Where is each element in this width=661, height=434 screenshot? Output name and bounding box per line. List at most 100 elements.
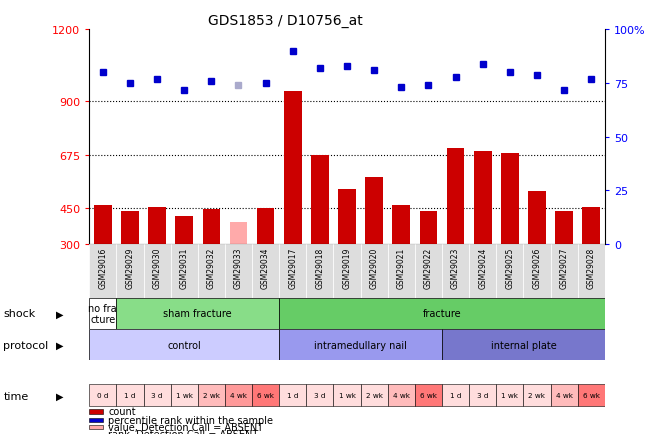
Bar [252,384,279,406]
Bar [474,151,492,244]
Bar [89,432,103,434]
Text: 3 d: 3 d [151,392,163,398]
Bar [94,206,112,244]
Bar [279,244,306,298]
Text: 4 wk: 4 wk [230,392,247,398]
Text: 3 d: 3 d [314,392,326,398]
Text: GSM29032: GSM29032 [207,247,216,289]
Bar [279,298,605,329]
Bar [225,384,252,406]
Text: ▶: ▶ [56,340,63,350]
Text: 0 d: 0 d [97,392,108,398]
Bar [578,244,605,298]
Bar [420,211,438,244]
Bar [333,244,361,298]
Text: percentile rank within the sample: percentile rank within the sample [108,415,273,425]
Text: GSM29026: GSM29026 [533,247,541,289]
Bar [252,244,279,298]
Text: 6 wk: 6 wk [583,392,600,398]
Bar [116,298,279,329]
Bar [89,384,116,406]
Bar [225,244,252,298]
Text: time: time [3,391,28,401]
Text: 6 wk: 6 wk [420,392,437,398]
Bar [256,209,274,244]
Bar [442,329,605,361]
Bar [366,178,383,244]
Text: count: count [108,406,136,416]
Text: GSM29019: GSM29019 [342,247,352,289]
Bar [306,384,333,406]
Text: 1 d: 1 d [450,392,461,398]
Bar [121,211,139,244]
Bar [447,149,465,244]
Bar [415,244,442,298]
Text: GSM29016: GSM29016 [98,247,107,289]
Bar [361,244,388,298]
Bar [528,192,546,244]
Text: GSM29031: GSM29031 [180,247,188,289]
Bar [89,329,279,361]
Text: internal plate: internal plate [490,340,557,350]
Text: GSM29024: GSM29024 [478,247,487,289]
Bar [116,384,143,406]
Text: GSM29033: GSM29033 [234,247,243,289]
Bar [89,298,116,329]
Text: 2 wk: 2 wk [529,392,545,398]
Bar [496,244,524,298]
Bar [171,244,198,298]
Bar [116,244,143,298]
Bar [171,384,198,406]
Bar [555,211,573,244]
Bar [143,384,171,406]
Bar [333,384,361,406]
Text: GSM29018: GSM29018 [315,247,325,288]
Bar [578,384,605,406]
Bar [524,244,551,298]
Text: ▶: ▶ [56,391,63,401]
Text: intramedullary nail: intramedullary nail [314,340,407,350]
Bar [89,425,103,430]
Text: GSM29027: GSM29027 [560,247,568,289]
Bar [469,244,496,298]
Bar [279,384,306,406]
Bar [279,329,442,361]
Text: GSM29021: GSM29021 [397,247,406,288]
Text: no fra
cture: no fra cture [89,303,117,324]
Bar [175,217,193,244]
Bar [202,210,220,244]
Text: GSM29020: GSM29020 [369,247,379,289]
Text: GSM29023: GSM29023 [451,247,460,289]
Bar [306,244,333,298]
Bar [442,244,469,298]
Text: value, Detection Call = ABSENT: value, Detection Call = ABSENT [108,422,263,432]
Bar [415,384,442,406]
Bar [551,384,578,406]
Bar [89,244,116,298]
Text: GSM29028: GSM29028 [587,247,596,288]
Bar [582,207,600,244]
Bar [501,154,519,244]
Text: GSM29029: GSM29029 [126,247,134,289]
Text: 1 wk: 1 wk [176,392,193,398]
Bar [551,244,578,298]
Text: 1 d: 1 d [287,392,299,398]
Text: 1 wk: 1 wk [501,392,518,398]
Bar [361,384,388,406]
Text: control: control [167,340,201,350]
Text: protocol: protocol [3,340,48,350]
Text: 4 wk: 4 wk [393,392,410,398]
Text: sham fracture: sham fracture [163,309,232,319]
Text: GSM29034: GSM29034 [261,247,270,289]
Text: ▶: ▶ [56,309,63,319]
Title: GDS1853 / D10756_at: GDS1853 / D10756_at [208,14,362,28]
Text: GSM29022: GSM29022 [424,247,433,288]
Bar [148,207,166,244]
Bar [388,384,415,406]
Bar [496,384,524,406]
Text: GSM29030: GSM29030 [153,247,161,289]
Bar [198,244,225,298]
Bar [311,156,329,244]
Text: shock: shock [3,309,36,319]
Text: 4 wk: 4 wk [556,392,572,398]
